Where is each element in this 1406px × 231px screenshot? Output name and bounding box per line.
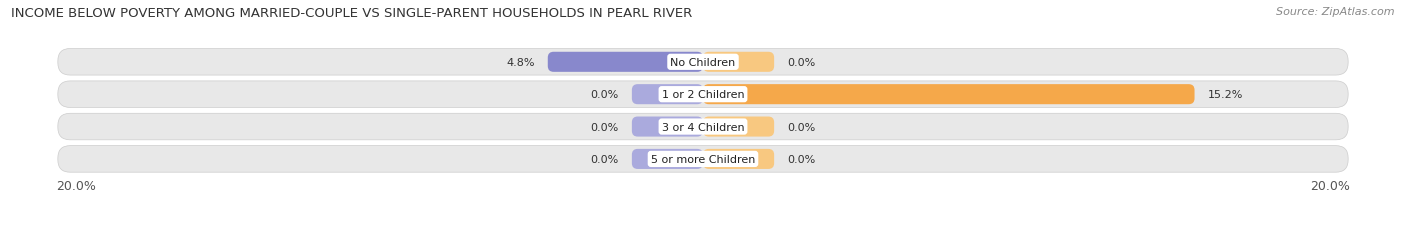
FancyBboxPatch shape	[631, 149, 703, 169]
Text: 0.0%: 0.0%	[591, 122, 619, 132]
Text: 15.2%: 15.2%	[1208, 90, 1243, 100]
Text: 0.0%: 0.0%	[591, 154, 619, 164]
Text: 1 or 2 Children: 1 or 2 Children	[662, 90, 744, 100]
FancyBboxPatch shape	[58, 114, 1348, 140]
Text: 0.0%: 0.0%	[787, 58, 815, 67]
FancyBboxPatch shape	[703, 117, 775, 137]
Text: 3 or 4 Children: 3 or 4 Children	[662, 122, 744, 132]
FancyBboxPatch shape	[58, 49, 1348, 76]
Text: INCOME BELOW POVERTY AMONG MARRIED-COUPLE VS SINGLE-PARENT HOUSEHOLDS IN PEARL R: INCOME BELOW POVERTY AMONG MARRIED-COUPL…	[11, 7, 693, 20]
FancyBboxPatch shape	[58, 146, 1348, 173]
FancyBboxPatch shape	[703, 52, 775, 73]
FancyBboxPatch shape	[631, 85, 703, 105]
Text: 20.0%: 20.0%	[1310, 179, 1350, 192]
Text: 4.8%: 4.8%	[506, 58, 534, 67]
FancyBboxPatch shape	[548, 52, 703, 73]
Text: 0.0%: 0.0%	[787, 122, 815, 132]
FancyBboxPatch shape	[703, 149, 775, 169]
Text: 5 or more Children: 5 or more Children	[651, 154, 755, 164]
Text: No Children: No Children	[671, 58, 735, 67]
Text: 0.0%: 0.0%	[591, 90, 619, 100]
FancyBboxPatch shape	[631, 117, 703, 137]
Text: Source: ZipAtlas.com: Source: ZipAtlas.com	[1277, 7, 1395, 17]
FancyBboxPatch shape	[58, 82, 1348, 108]
Text: 20.0%: 20.0%	[56, 179, 96, 192]
Text: 0.0%: 0.0%	[787, 154, 815, 164]
FancyBboxPatch shape	[703, 85, 1195, 105]
